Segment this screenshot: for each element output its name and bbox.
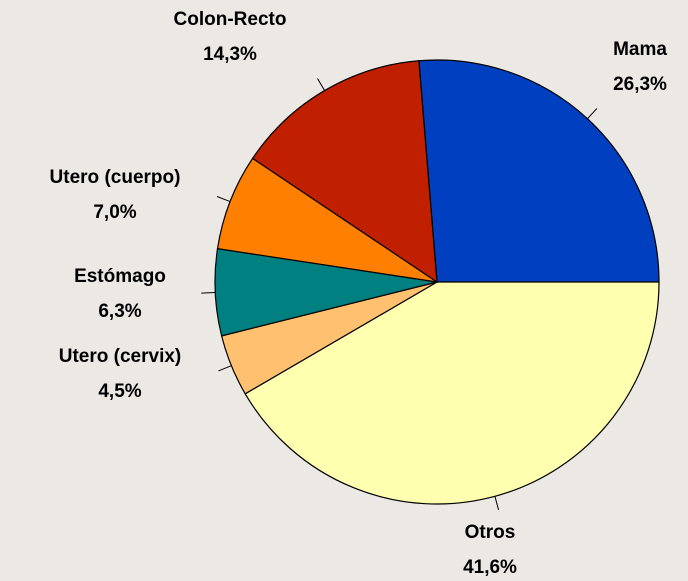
leader-line xyxy=(317,78,326,91)
slice-value-label: 7,0% xyxy=(93,202,136,223)
leader-line xyxy=(494,496,500,510)
pie-slice xyxy=(244,281,660,505)
slice-label: Utero (cervix) xyxy=(59,346,182,367)
pie-slice xyxy=(251,60,438,284)
slice-label: Estómago xyxy=(74,266,166,287)
slice-label: Otros xyxy=(465,522,516,543)
slice-value-label: 41,6% xyxy=(463,557,517,578)
leader-line xyxy=(587,108,598,120)
leader-line xyxy=(201,291,216,294)
slice-label: Utero (cuerpo) xyxy=(50,167,181,188)
slice-value-label: 4,5% xyxy=(98,381,141,402)
pie-slice xyxy=(418,59,660,283)
slice-value-label: 14,3% xyxy=(203,44,257,65)
slice-value-label: 26,3% xyxy=(613,74,667,95)
slice-label: Mama xyxy=(613,39,667,60)
leader-line xyxy=(216,196,231,203)
slice-value-label: 6,3% xyxy=(98,301,141,322)
leader-line xyxy=(218,365,232,372)
slice-label: Colon-Recto xyxy=(174,9,287,30)
